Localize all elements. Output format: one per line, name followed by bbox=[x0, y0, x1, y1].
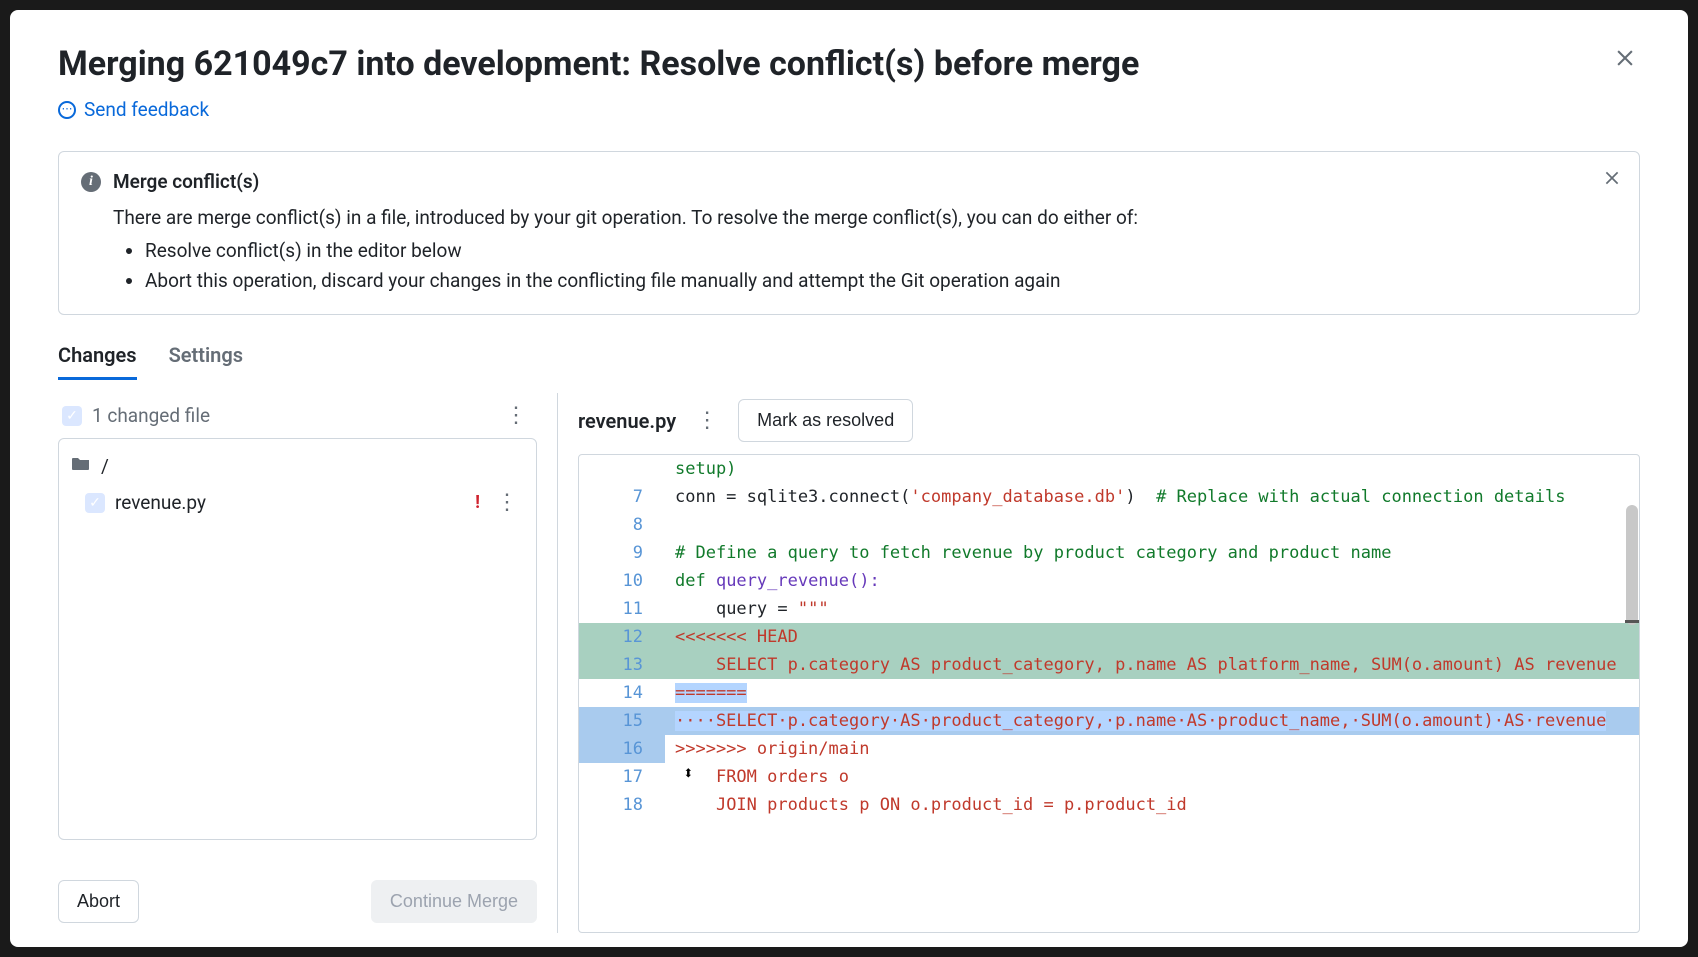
line-number: 13 bbox=[579, 651, 665, 679]
editor-filename: revenue.py bbox=[578, 409, 676, 433]
line-number: 15 bbox=[579, 707, 665, 735]
editor-scrollbar[interactable] bbox=[1626, 505, 1638, 625]
editor-menu[interactable]: ⋮ bbox=[690, 408, 724, 433]
send-feedback-link[interactable]: Send feedback bbox=[58, 98, 209, 121]
modal-title: Merging 621049c7 into development: Resol… bbox=[58, 42, 1139, 86]
modal-header: Merging 621049c7 into development: Resol… bbox=[58, 42, 1640, 86]
file-checkbox[interactable]: ✓ bbox=[85, 493, 105, 513]
close-icon bbox=[1614, 47, 1636, 69]
code-line: 17 FROM orders o bbox=[579, 763, 1639, 791]
file-tree: / ✓ revenue.py ! ⋮ bbox=[58, 438, 537, 840]
changes-sidebar: ✓ 1 changed file ⋮ / ✓ revenue.py bbox=[58, 393, 558, 933]
line-number: 10 bbox=[579, 567, 665, 595]
line-number: 9 bbox=[579, 539, 665, 567]
line-number: 14 bbox=[579, 679, 665, 707]
code-line-conflict-ours: 13 SELECT p.category AS product_category… bbox=[579, 651, 1639, 679]
feedback-label: Send feedback bbox=[84, 98, 209, 121]
scroll-marker-icon bbox=[1625, 620, 1639, 623]
line-number: 7 bbox=[579, 483, 665, 511]
file-summary-menu[interactable]: ⋮ bbox=[499, 403, 533, 428]
banner-bullet-1: Resolve conflict(s) in the editor below bbox=[145, 236, 1617, 266]
banner-intro: There are merge conflict(s) in a file, i… bbox=[113, 203, 1617, 233]
file-menu[interactable]: ⋮ bbox=[490, 490, 524, 515]
code-line: 18 JOIN products p ON o.product_id = p.p… bbox=[579, 791, 1639, 819]
root-label: / bbox=[101, 455, 109, 478]
merge-conflict-banner: i Merge conflict(s) There are merge conf… bbox=[58, 151, 1640, 315]
banner-body: There are merge conflict(s) in a file, i… bbox=[113, 203, 1617, 296]
select-all-checkbox[interactable]: ✓ bbox=[62, 406, 82, 426]
line-number: 16 bbox=[579, 735, 665, 763]
line-number: 12 bbox=[579, 623, 665, 651]
line-number: 8 bbox=[579, 511, 665, 539]
code-editor[interactable]: setup) 7 conn = sqlite3.connect('company… bbox=[578, 454, 1640, 933]
continue-merge-button[interactable]: Continue Merge bbox=[371, 880, 537, 923]
folder-icon bbox=[71, 456, 91, 477]
content-area: ✓ 1 changed file ⋮ / ✓ revenue.py bbox=[58, 393, 1640, 933]
line-number bbox=[579, 455, 665, 483]
code-line: 10 def query_revenue(): bbox=[579, 567, 1639, 595]
tree-file-revenue[interactable]: ✓ revenue.py ! ⋮ bbox=[59, 484, 536, 521]
editor-pane: revenue.py ⋮ Mark as resolved setup) 7 c… bbox=[558, 393, 1640, 933]
abort-button[interactable]: Abort bbox=[58, 880, 139, 923]
code-line: 9 # Define a query to fetch revenue by p… bbox=[579, 539, 1639, 567]
info-icon: i bbox=[81, 172, 101, 192]
merge-conflict-modal: Merging 621049c7 into development: Resol… bbox=[10, 10, 1688, 947]
code-line-conflict-end: 16 >>>>>>> origin/main bbox=[579, 735, 1639, 763]
file-summary-row: ✓ 1 changed file ⋮ bbox=[58, 393, 537, 438]
mark-as-resolved-button[interactable]: Mark as resolved bbox=[738, 399, 913, 442]
banner-bullet-2: Abort this operation, discard your chang… bbox=[145, 266, 1617, 296]
changed-file-count: 1 changed file bbox=[92, 404, 210, 427]
banner-header: i Merge conflict(s) bbox=[81, 170, 1617, 193]
tab-changes[interactable]: Changes bbox=[58, 343, 137, 380]
tabs: Changes Settings bbox=[58, 343, 1640, 381]
sidebar-footer: Abort Continue Merge bbox=[58, 880, 537, 933]
code-line: 11 query = """ bbox=[579, 595, 1639, 623]
file-name: revenue.py bbox=[115, 491, 206, 514]
code-line-conflict-theirs: 15 ····SELECT·p.category·AS·product_cate… bbox=[579, 707, 1639, 735]
code-line-conflict-separator: 14 ======= bbox=[579, 679, 1639, 707]
conflict-indicator-icon: ! bbox=[475, 492, 480, 513]
line-number: 18 bbox=[579, 791, 665, 819]
code-line: 7 conn = sqlite3.connect('company_databa… bbox=[579, 483, 1639, 511]
code-line: 8 bbox=[579, 511, 1639, 539]
close-modal-button[interactable] bbox=[1610, 42, 1640, 78]
feedback-icon bbox=[58, 101, 76, 119]
code-line: setup) bbox=[579, 455, 1639, 483]
editor-header: revenue.py ⋮ Mark as resolved bbox=[578, 393, 1640, 454]
code-line-conflict-head: 12 <<<<<<< HEAD bbox=[579, 623, 1639, 651]
close-icon bbox=[1603, 169, 1621, 187]
tab-settings[interactable]: Settings bbox=[169, 343, 243, 380]
tree-root[interactable]: / bbox=[59, 449, 536, 484]
banner-close-button[interactable] bbox=[1603, 166, 1621, 194]
banner-title: Merge conflict(s) bbox=[113, 170, 259, 193]
line-number: 11 bbox=[579, 595, 665, 623]
line-number: 17 bbox=[579, 763, 665, 791]
